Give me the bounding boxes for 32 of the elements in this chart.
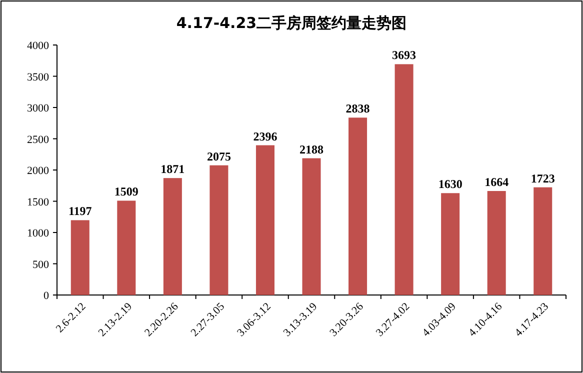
bar [256,145,274,295]
bar [441,193,460,295]
chart-title: 4.17-4.23二手房周签约量走势图 [176,14,407,32]
data-label: 1509 [114,184,138,199]
data-label: 2838 [346,102,370,116]
data-label: 2188 [300,142,324,156]
y-tick-label: 500 [32,258,50,271]
y-tick-label: 3000 [27,102,50,114]
y-tick-label: 1500 [27,196,50,208]
data-label: 1723 [530,171,555,186]
y-tick-label: 4000 [27,40,50,52]
bar [70,220,90,295]
data-label: 2075 [206,149,231,164]
data-label: 3693 [392,48,416,62]
data-label: 1664 [484,175,509,189]
y-tick-label: 0 [44,290,50,302]
data-label: 1630 [438,177,462,192]
bar [117,200,136,295]
data-label: 2396 [253,129,278,144]
bar [394,64,414,295]
bar [534,187,552,295]
bar [163,178,182,295]
y-tick-label: 1000 [27,228,50,240]
bar [487,191,506,295]
bar [302,158,321,295]
data-label: 1871 [160,162,185,176]
data-label: 1197 [68,204,92,218]
bar [348,118,368,295]
y-tick-label: 3500 [27,71,50,84]
y-tick-label: 2000 [27,165,50,177]
bar [210,165,228,295]
y-tick-label: 2500 [27,134,50,146]
